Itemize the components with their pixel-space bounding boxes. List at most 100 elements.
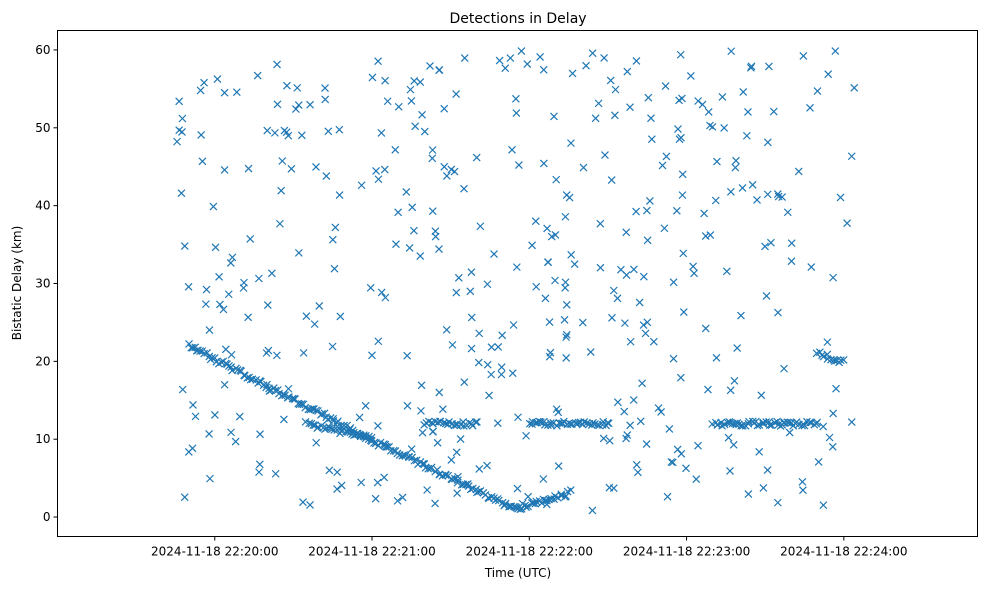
y-tick-label: 50 <box>35 121 50 135</box>
data-point <box>325 466 334 475</box>
data-point <box>660 224 669 233</box>
data-point <box>594 99 603 108</box>
data-point <box>180 242 189 250</box>
data-point <box>582 61 590 70</box>
data-point <box>336 312 345 321</box>
data-point <box>373 478 382 487</box>
data-point <box>189 401 197 409</box>
data-point <box>642 206 651 215</box>
data-point <box>739 88 748 96</box>
data-point <box>497 370 506 379</box>
data-point <box>753 421 762 430</box>
data-point <box>701 324 710 333</box>
data-point <box>178 114 187 123</box>
data-point <box>726 467 734 475</box>
data-point <box>377 128 386 137</box>
data-point <box>438 405 447 414</box>
data-point <box>639 272 648 281</box>
data-point <box>757 391 766 400</box>
data-point <box>644 93 653 102</box>
data-point <box>607 176 616 184</box>
data-point <box>279 415 288 424</box>
data-point <box>410 77 419 85</box>
data-point <box>531 217 540 226</box>
data-point <box>472 153 481 162</box>
data-point <box>667 458 676 466</box>
data-point <box>536 418 545 427</box>
data-point <box>596 263 605 272</box>
data-point <box>277 186 286 195</box>
data-point <box>562 492 570 500</box>
data-point <box>806 103 814 112</box>
data-point <box>727 47 736 56</box>
data-point <box>460 54 469 63</box>
data-point <box>271 469 280 478</box>
data-point <box>335 191 344 200</box>
data-point <box>211 243 220 252</box>
chart-title: Detections in Delay <box>449 11 586 27</box>
data-point <box>184 282 193 291</box>
data-point <box>718 93 727 101</box>
data-point <box>769 107 778 116</box>
data-point <box>828 442 837 451</box>
data-point <box>813 418 822 427</box>
data-point <box>514 413 522 422</box>
data-point <box>522 431 530 440</box>
data-point <box>210 411 219 419</box>
data-point <box>724 433 733 442</box>
data-point <box>177 189 186 198</box>
data-point <box>333 485 342 493</box>
data-point <box>668 458 677 467</box>
data-point <box>632 460 641 469</box>
data-point <box>431 499 440 508</box>
data-point <box>394 102 403 111</box>
data-point <box>306 100 315 109</box>
data-point <box>340 421 349 430</box>
data-point <box>447 165 456 174</box>
data-point <box>287 164 296 173</box>
data-point <box>546 419 555 427</box>
data-point <box>191 412 200 421</box>
data-point <box>254 274 263 283</box>
data-point <box>613 294 622 303</box>
data-point <box>780 364 788 373</box>
data-point <box>263 380 271 389</box>
data-point <box>453 472 462 481</box>
data-point <box>635 298 644 307</box>
data-point <box>639 321 648 330</box>
data-point <box>512 109 521 118</box>
data-point <box>355 413 364 422</box>
y-tick-label: 40 <box>35 199 50 213</box>
data-point <box>431 232 440 241</box>
data-point <box>570 260 579 269</box>
data-point <box>605 483 614 492</box>
data-point <box>278 157 287 165</box>
data-point <box>435 245 443 254</box>
data-point <box>738 421 747 430</box>
data-point <box>326 424 335 433</box>
data-point <box>411 122 420 131</box>
data-point <box>561 212 570 221</box>
data-point <box>509 321 518 329</box>
data-point <box>661 82 670 90</box>
data-point <box>435 388 444 397</box>
data-point <box>843 219 852 228</box>
data-point <box>712 157 721 166</box>
data-point <box>284 131 293 140</box>
data-point <box>302 312 311 321</box>
data-point <box>562 300 571 309</box>
data-point <box>829 273 838 282</box>
data-point <box>669 278 678 287</box>
data-point <box>588 49 597 58</box>
data-point <box>737 311 745 320</box>
data-point <box>733 344 742 353</box>
data-point <box>643 236 652 245</box>
data-point <box>552 405 561 414</box>
data-point <box>374 337 383 346</box>
data-point <box>441 471 450 480</box>
data-point <box>246 235 255 243</box>
y-axis-label: Bistatic Delay (km) <box>10 226 24 341</box>
data-point <box>543 258 552 267</box>
data-point <box>442 172 451 180</box>
data-point <box>497 363 506 372</box>
